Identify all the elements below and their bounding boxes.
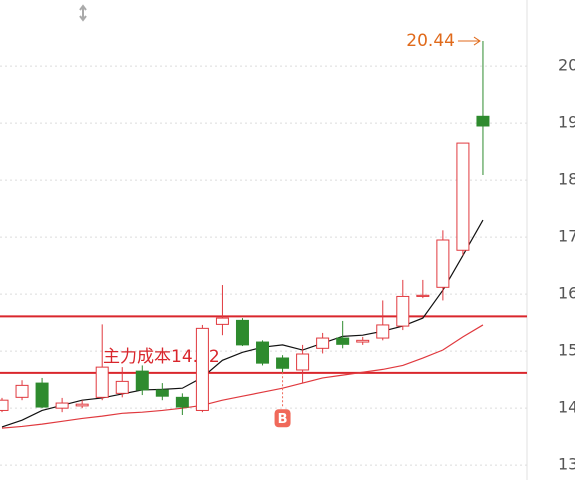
candle-body: [356, 339, 370, 343]
candle-body: [15, 384, 29, 398]
resize-icon[interactable]: [79, 4, 87, 22]
y-tick-label: 19: [558, 113, 575, 132]
candle-body: [416, 294, 430, 297]
candle-body: [316, 337, 330, 349]
candle-body: [336, 337, 350, 345]
candle-body: [175, 396, 189, 408]
max-label: 20.44: [406, 31, 455, 51]
candle-body: [256, 341, 270, 364]
candle-body: [235, 319, 249, 346]
y-tick-label: 13: [558, 455, 575, 474]
candle-body: [55, 402, 69, 409]
candle-body: [296, 353, 310, 371]
candle-body: [215, 317, 229, 325]
candle-body: [195, 327, 209, 411]
candle-body: [476, 115, 490, 127]
cost-label: 主力成本14.62: [103, 347, 220, 367]
candle-body: [276, 357, 290, 369]
signal-label: B: [278, 412, 288, 427]
y-tick-label: 17: [558, 227, 575, 246]
y-tick-label: 16: [558, 284, 575, 303]
signal-badge: [274, 409, 291, 428]
max-arrow: [457, 36, 481, 46]
candle-body: [35, 382, 49, 408]
candle-body: [0, 399, 9, 411]
moving-average: [1, 324, 484, 429]
candle-body: [396, 295, 410, 327]
candle-body: [155, 389, 169, 397]
candle-body: [135, 370, 149, 391]
candle-body: [436, 239, 450, 288]
candle-body: [456, 142, 470, 251]
candle-body: [115, 380, 129, 394]
candle-body: [376, 324, 390, 339]
candle-body: [75, 403, 89, 407]
y-tick-label: 15: [558, 341, 575, 360]
y-tick-label: 14: [558, 398, 575, 417]
y-tick-label: 20: [558, 56, 575, 75]
y-tick-label: 18: [558, 170, 575, 189]
candle-body: [95, 366, 109, 398]
